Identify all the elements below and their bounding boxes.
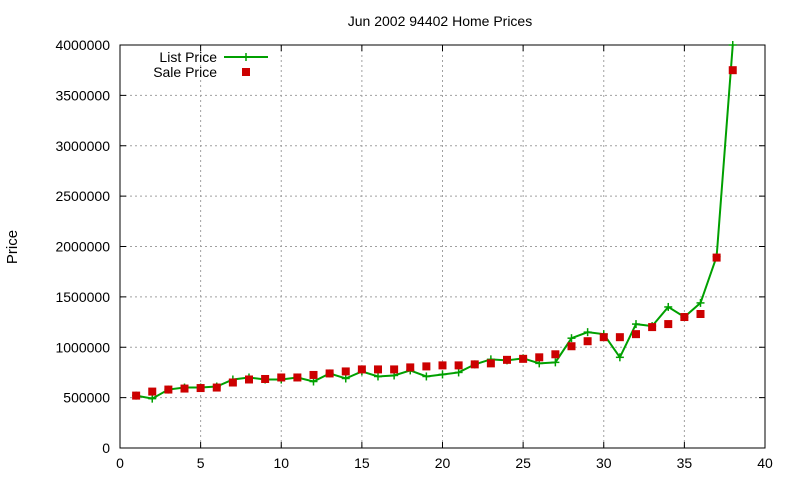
legend-square-marker xyxy=(242,68,250,76)
sale-price-point xyxy=(599,333,608,342)
sale-price-point xyxy=(277,373,286,382)
sale-price-point xyxy=(228,378,237,387)
sale-price-point xyxy=(325,369,334,378)
list-price-point xyxy=(567,334,576,343)
sale-price-point xyxy=(728,66,737,75)
x-tick-label: 10 xyxy=(273,455,289,471)
y-tick-label: 2000000 xyxy=(55,239,110,255)
sale-price-point xyxy=(212,383,221,392)
y-axis-label: Price xyxy=(4,230,21,264)
y-tick-label: 1500000 xyxy=(55,289,110,305)
legend-item: Sale Price xyxy=(153,64,250,80)
sale-price-point xyxy=(615,333,624,342)
sale-price-point xyxy=(293,373,302,382)
sale-price-point xyxy=(261,374,270,383)
chart-title: Jun 2002 94402 Home Prices xyxy=(348,13,532,29)
sale-price-point xyxy=(148,387,157,396)
sale-price-point xyxy=(632,330,640,339)
sale-price-series xyxy=(132,66,737,400)
list-price-point xyxy=(551,358,560,367)
y-tick-label: 3500000 xyxy=(55,87,110,103)
sale-price-point xyxy=(664,320,673,329)
list-price-line xyxy=(135,44,734,400)
list-price-point xyxy=(632,320,640,329)
sale-price-point xyxy=(357,365,366,374)
sale-price-point xyxy=(245,375,253,384)
sale-price-point xyxy=(196,384,205,393)
legend-item: List Price xyxy=(159,49,268,65)
sale-price-point xyxy=(567,342,576,351)
sale-price-point xyxy=(486,359,495,368)
sale-price-point xyxy=(648,323,657,332)
x-tick-label: 40 xyxy=(757,455,773,471)
sale-price-point xyxy=(696,310,705,319)
series xyxy=(132,41,737,403)
sale-price-point xyxy=(374,365,382,374)
sale-price-point xyxy=(422,362,431,371)
sale-price-point xyxy=(309,370,318,379)
sale-price-point xyxy=(503,355,511,364)
sale-price-point xyxy=(680,313,689,322)
sale-price-point xyxy=(132,391,141,400)
axes: 0 5 10 15 20 25 30 35 40 0 500000 1000000 1500000 200… xyxy=(55,37,773,471)
y-tick-label: 4000000 xyxy=(55,37,110,53)
x-tick-label: 25 xyxy=(515,455,531,471)
list-price-point xyxy=(615,353,624,362)
list-price-point xyxy=(664,302,673,311)
sale-price-point xyxy=(438,361,447,370)
sale-price-point xyxy=(712,253,721,262)
list-price-point xyxy=(454,368,463,377)
x-tick-label: 0 xyxy=(116,455,124,471)
list-price-point xyxy=(696,298,705,307)
sale-price-point xyxy=(164,385,173,394)
x-tick-label: 35 xyxy=(677,455,693,471)
y-tick-label: 1000000 xyxy=(55,339,110,355)
list-price-point xyxy=(374,372,382,381)
legend-label: Sale Price xyxy=(153,64,217,80)
y-tick-label: 0 xyxy=(102,440,110,456)
sale-price-point xyxy=(551,350,560,359)
sale-price-point xyxy=(470,360,479,369)
list-price-point xyxy=(438,370,447,379)
legend-plus-marker xyxy=(242,53,250,61)
sale-price-point xyxy=(519,354,528,363)
sale-price-point xyxy=(390,365,399,374)
sale-price-point xyxy=(406,363,415,372)
list-price-point xyxy=(583,328,592,337)
x-tick-label: 20 xyxy=(435,455,451,471)
y-tick-label: 500000 xyxy=(63,390,110,406)
sale-price-point xyxy=(341,367,350,376)
y-tick-label: 3000000 xyxy=(55,138,110,154)
legend-label: List Price xyxy=(159,49,217,65)
sale-price-point xyxy=(535,353,544,362)
list-price-point xyxy=(422,372,431,381)
x-tick-label: 30 xyxy=(596,455,612,471)
list-price-point xyxy=(341,374,350,383)
x-tick-label: 15 xyxy=(354,455,370,471)
y-tick-label: 2500000 xyxy=(55,188,110,204)
sale-price-point xyxy=(454,361,463,370)
x-tick-label: 5 xyxy=(197,455,205,471)
list-price-point xyxy=(148,394,157,403)
sale-price-point xyxy=(583,337,592,346)
sale-price-point xyxy=(180,384,189,393)
list-price-point xyxy=(728,41,737,49)
